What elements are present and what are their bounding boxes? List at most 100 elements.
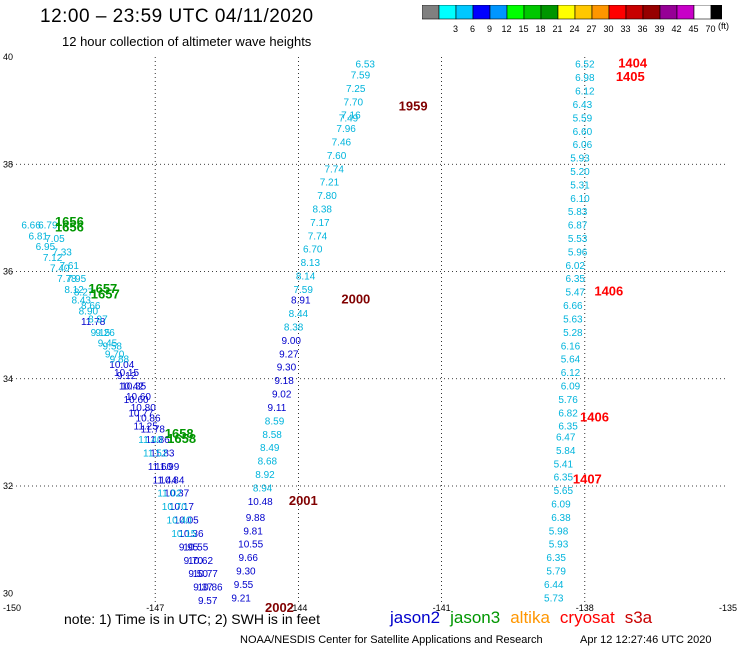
wave-height-label: 5.20 [570,167,590,178]
wave-height-label: 11.99 [155,462,180,473]
wave-height-label: 5.79 [546,567,566,578]
wave-height-label: 8.94 [253,483,273,494]
pass-time-label: 1959 [399,99,428,114]
wave-height-label: 5.28 [563,328,583,339]
track-1406: 6.52 6.98 6.12 6.43 5.59 6.60 6.06 5.93 5.20 5.31… [544,60,595,605]
lon-tick-label: -141 [433,603,451,613]
wave-height-label: 6.38 [551,513,571,524]
wave-height-label: 11.25 [134,422,159,433]
wave-height-label: 7.95 [67,274,87,285]
wave-height-label: 8.44 [289,309,309,320]
colorbar-tick-label: 21 [552,24,562,34]
colorbar-tick-label: 3 [453,24,458,34]
wave-height-label: 9.88 [246,513,266,524]
wave-height-label: 5.65 [554,486,574,497]
wave-height-label: 8.38 [313,205,333,216]
wave-height-label: 5.84 [556,446,576,457]
wave-height-label: 8.27 [74,288,94,299]
wave-height-label: 6.35 [558,422,578,433]
wave-height-label: 10.86 [198,583,223,594]
wave-height-label: 5.73 [544,593,564,604]
colorbar-tick-label: 39 [654,24,664,34]
wave-height-label: 6.81 [29,231,49,242]
pass-time-label: 2002 [265,600,294,615]
lon-tick-label: -135 [719,603,737,613]
wave-height-label: 10.40 [167,516,192,527]
wave-height-label: 8.90 [79,306,99,317]
wave-height-label: 7.16 [341,111,361,122]
wave-height-label: 8.59 [265,416,285,427]
wave-height-label: 5.96 [568,247,588,258]
pass-time-label: 1406 [594,284,623,299]
wave-height-label: 6.53 [355,60,375,71]
pass-time-label: 1406 [580,410,609,425]
wave-height-label: 8.49 [260,443,280,454]
wave-height-label: 10.77 [128,408,153,419]
wave-height-label: 5.59 [573,113,593,124]
colorbar-tick-label: 45 [688,24,698,34]
wave-height-label: 9.26 [95,328,115,339]
lat-tick-label: 38 [3,159,13,169]
wave-height-label: 11.40 [138,435,163,446]
wave-height-label: 9.45 [98,339,118,350]
track-2000: 6.537.597.257.707.167.497.967.467.607.74… [231,60,375,605]
wave-height-label: 8.97 [88,314,108,325]
wave-height-label: 6.43 [573,100,593,111]
wave-height-label: 7.46 [332,137,352,148]
pass-time-label: 1658 [165,426,194,441]
wave-height-label: 9.18 [274,376,294,387]
wave-height-label: 7.74 [308,231,328,242]
wave-height-label: 9.30 [236,567,256,578]
wave-height-label: 10.15 [114,368,139,379]
wave-height-label: 6.66 [21,221,41,232]
wave-height-label: 10.86 [136,414,161,425]
lon-tick-label: -150 [3,603,21,613]
colorbar-tick-label: 30 [603,24,613,34]
wave-height-label: 11.02 [157,489,182,500]
pass-time-label: 2000 [341,292,370,307]
wave-height-label: 6.35 [554,473,574,484]
lat-tick-label: 40 [3,52,13,62]
wave-height-label: 6.98 [575,73,595,84]
wave-height-label: 7.60 [327,151,347,162]
pass-time-label: 2001 [289,493,318,508]
colorbar-tick-label: 18 [535,24,545,34]
legend-item-altika: altika [510,608,550,627]
wave-height-label: 10.15 [171,529,196,540]
wave-height-label: 10.35 [121,381,146,392]
wave-height-label: 7.61 [60,261,80,272]
wave-height-label: 7.25 [346,84,366,95]
wave-height-label: 5.64 [561,355,581,366]
pass-time-label: 1657 [91,286,120,301]
wave-height-label: 11.83 [150,449,175,460]
wave-height-label: 6.70 [303,245,323,256]
legend-item-jason3: jason3 [450,608,501,627]
wave-height-label: 6.79 [38,221,58,232]
wave-height-label: 9.66 [239,553,259,564]
wave-height-label: 6.35 [566,274,586,285]
page-title: 12:00 – 23:59 UTC 04/11/2020 [40,6,314,27]
track-1657-b: 6.79 7.05 7.33 7.61 7.95 8.27 8.66 8.97 9.26 9.58… [38,221,218,607]
wave-height-label: 11.86 [145,435,170,446]
wave-height-label: 5.76 [558,395,578,406]
lon-tick-label: -138 [576,603,594,613]
wave-height-label: 8.13 [301,258,321,269]
wave-height-label: 7.96 [336,124,356,135]
wave-height-label: 7.40 [50,264,70,275]
wave-height-label: 10.80 [131,403,156,414]
wave-height-label: 7.12 [43,253,63,264]
satellite-legend: jason2 jason3 altika cryosat s3a [390,608,662,628]
wave-height-label: 5.93 [549,540,569,551]
wave-height-label: 9.37 [193,583,213,594]
wave-height-label: 10.62 [188,556,213,567]
wave-height-label: 8.58 [262,430,282,441]
pass-time-label: 1658 [167,431,196,446]
wave-height-label: 6.35 [546,553,566,564]
wave-height-label: 11.52 [143,449,168,460]
colorbar-tick-label: 24 [569,24,579,34]
track-1657-a: 6.666.816.957.127.407.788.128.438.9011.7… [21,221,223,594]
pass-time-label: 1405 [616,69,645,84]
lon-tick-label: -147 [146,603,164,613]
